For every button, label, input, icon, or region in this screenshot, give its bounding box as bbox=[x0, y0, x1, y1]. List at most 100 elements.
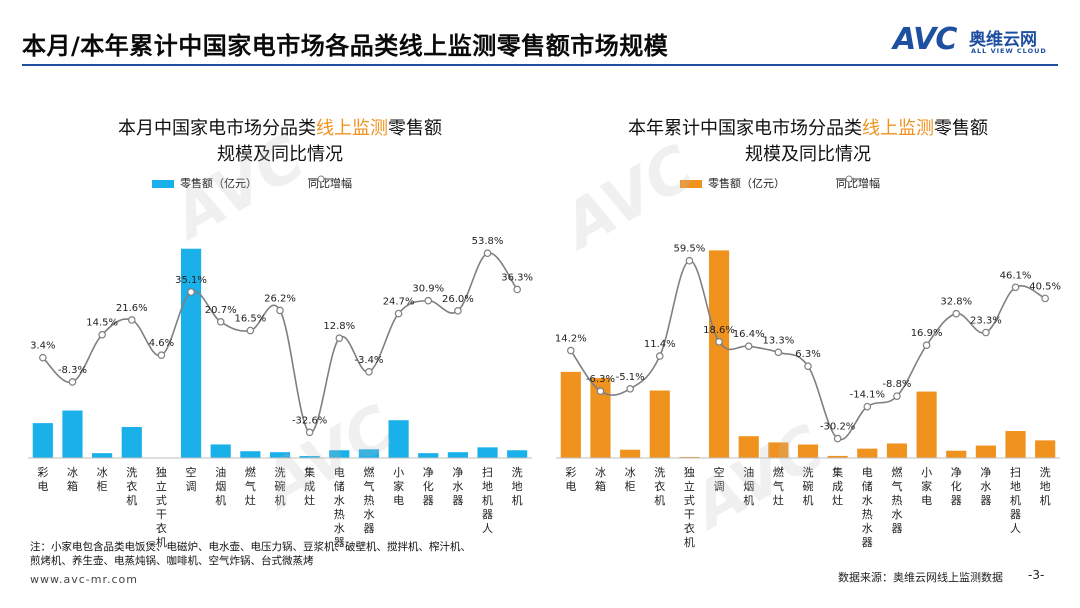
bar-17 bbox=[507, 450, 528, 458]
growth-label-7: 16.4% bbox=[733, 329, 765, 340]
bar-4 bbox=[121, 426, 142, 458]
growth-line bbox=[42, 252, 518, 434]
growth-point-16 bbox=[483, 249, 492, 258]
bar-7 bbox=[738, 436, 759, 458]
category-label-16: 扫地机器人 bbox=[1010, 466, 1021, 535]
growth-label-8: 13.3% bbox=[762, 335, 794, 346]
category-label-11: 电储水热水器 bbox=[334, 466, 345, 549]
monthly-legend-line: 同比增幅 bbox=[308, 175, 352, 190]
bar-15 bbox=[447, 452, 468, 458]
footnote-line: 注：小家电包含品类电饭煲、电磁炉、电水壶、电压力锅、豆浆机、破壁机、搅拌机、榨汁… bbox=[30, 541, 471, 553]
growth-label-16: 46.1% bbox=[1000, 270, 1032, 281]
bar-15 bbox=[975, 445, 996, 458]
monthly-legend-bar: 零售额（亿元） bbox=[152, 175, 257, 191]
growth-label-2: -6.3% bbox=[586, 374, 615, 385]
ytd-chart-title: 本年累计中国家电市场分品类线上监测零售额 规模及同比情况 bbox=[628, 118, 988, 165]
bar-4 bbox=[649, 390, 670, 458]
category-label-16: 扫地机器人 bbox=[482, 466, 493, 535]
growth-label-1: 14.2% bbox=[555, 334, 587, 345]
footnote: 注：小家电包含品类电饭煲、电磁炉、电水壶、电压力锅、豆浆机、破壁机、搅拌机、榨汁… bbox=[30, 540, 530, 568]
category-label-5: 独立式干衣机 bbox=[156, 466, 167, 549]
growth-point-7 bbox=[216, 318, 225, 326]
category-label-17: 洗地机 bbox=[512, 466, 523, 507]
avc-logo: AVC 奥维云网 ALL VIEW CLOUD bbox=[893, 22, 1063, 60]
growth-point-11 bbox=[335, 334, 344, 342]
website-url[interactable]: www.avc-mr.com bbox=[30, 573, 138, 586]
monthly-chart-title: 本月中国家电市场分品类线上监测零售额 规模及同比情况 bbox=[118, 118, 442, 165]
bar-10 bbox=[299, 456, 320, 458]
bar-17 bbox=[1035, 440, 1056, 458]
bar-9 bbox=[797, 444, 819, 458]
category-label-14: 净化器 bbox=[951, 465, 962, 507]
growth-point-10 bbox=[833, 434, 842, 443]
data-source: 数据来源：奥维云网线上监测数据 bbox=[838, 571, 1003, 584]
bar-5 bbox=[679, 456, 700, 458]
category-label-13: 小家电 bbox=[393, 466, 404, 507]
growth-label-16: 53.8% bbox=[472, 236, 504, 247]
growth-point-6 bbox=[715, 338, 723, 346]
growth-label-17: 40.5% bbox=[1029, 281, 1061, 292]
bar-14 bbox=[418, 453, 439, 458]
growth-point-8 bbox=[774, 348, 783, 357]
category-label-9: 洗碗机 bbox=[275, 466, 286, 507]
category-label-2: 冰箱 bbox=[595, 466, 606, 493]
growth-point-14 bbox=[424, 296, 433, 305]
ytd-legend-bar: 零售额（亿元） bbox=[680, 175, 785, 191]
growth-label-11: -14.1% bbox=[850, 390, 885, 401]
category-label-10: 集成灶 bbox=[832, 465, 843, 507]
growth-label-15: 26.0% bbox=[442, 294, 474, 305]
growth-label-3: -5.1% bbox=[616, 372, 645, 383]
category-label-5: 独立式干衣机 bbox=[684, 466, 695, 549]
category-label-2: 冰箱 bbox=[67, 466, 78, 493]
ytd-chart: 本年累计中国家电市场分品类线上监测零售额 规模及同比情况 零售额（亿元） 同比增… bbox=[548, 110, 1068, 550]
footnote-line: 煎烤机、养生壶、电蒸炖锅、咖啡机、空气炸锅、台式微蒸烤 bbox=[30, 555, 314, 567]
bar-6 bbox=[708, 250, 730, 458]
category-label-1: 彩电 bbox=[37, 466, 48, 493]
growth-point-16 bbox=[1011, 283, 1020, 292]
ytd-chart-plot: 14.2% -6.3% -5.1% 11.4% 59.5% 18.6%16.4%13.3%… bbox=[555, 244, 1061, 549]
bar-16 bbox=[1005, 431, 1026, 458]
legend-line-swatch bbox=[308, 175, 334, 183]
category-label-13: 小家电 bbox=[921, 466, 932, 507]
category-label-17: 洗地机 bbox=[1040, 466, 1051, 507]
growth-point-4 bbox=[127, 316, 136, 324]
bar-3 bbox=[620, 449, 641, 458]
growth-point-11 bbox=[863, 402, 872, 411]
bar-11 bbox=[857, 448, 878, 458]
growth-label-4: 11.4% bbox=[644, 339, 676, 350]
growth-point-3 bbox=[626, 385, 634, 393]
bar-1 bbox=[32, 423, 53, 458]
growth-label-9: 6.3% bbox=[795, 349, 820, 360]
growth-label-6: 18.6% bbox=[703, 325, 735, 336]
growth-point-12 bbox=[365, 367, 373, 376]
growth-point-17 bbox=[1041, 294, 1049, 303]
logo-cn: 奥维云网 bbox=[969, 30, 1037, 50]
growth-point-3 bbox=[98, 330, 106, 339]
growth-point-17 bbox=[513, 285, 521, 294]
growth-label-10: -30.2% bbox=[820, 422, 855, 433]
category-label-10: 集成灶 bbox=[304, 465, 315, 507]
legend-bar-swatch bbox=[680, 180, 702, 188]
category-label-14: 净化器 bbox=[423, 465, 434, 507]
legend-bar-swatch bbox=[152, 180, 174, 188]
category-label-11: 电储水热水器 bbox=[862, 466, 873, 549]
growth-label-3: 14.5% bbox=[86, 318, 118, 329]
bar-2 bbox=[62, 410, 83, 458]
growth-point-13 bbox=[922, 341, 931, 349]
logo-mark: AVC bbox=[893, 22, 957, 57]
monthly-chart: 本月中国家电市场分品类线上监测零售额 规模及同比情况 零售额（亿元） 同比增幅 … bbox=[20, 110, 540, 550]
growth-label-11: 12.8% bbox=[323, 321, 355, 332]
growth-point-6 bbox=[187, 288, 195, 296]
bar-10 bbox=[827, 455, 848, 458]
category-label-4: 洗衣机 bbox=[654, 466, 665, 507]
growth-point-5 bbox=[685, 256, 694, 265]
growth-label-8: 16.5% bbox=[234, 314, 266, 325]
growth-label-4: 21.6% bbox=[116, 303, 148, 314]
bar-13 bbox=[388, 420, 409, 458]
logo-en: ALL VIEW CLOUD bbox=[971, 47, 1047, 55]
growth-point-9 bbox=[276, 306, 284, 315]
growth-point-9 bbox=[804, 362, 812, 371]
growth-point-1 bbox=[567, 346, 575, 355]
bar-8 bbox=[768, 442, 789, 458]
category-label-4: 洗衣机 bbox=[126, 466, 137, 507]
